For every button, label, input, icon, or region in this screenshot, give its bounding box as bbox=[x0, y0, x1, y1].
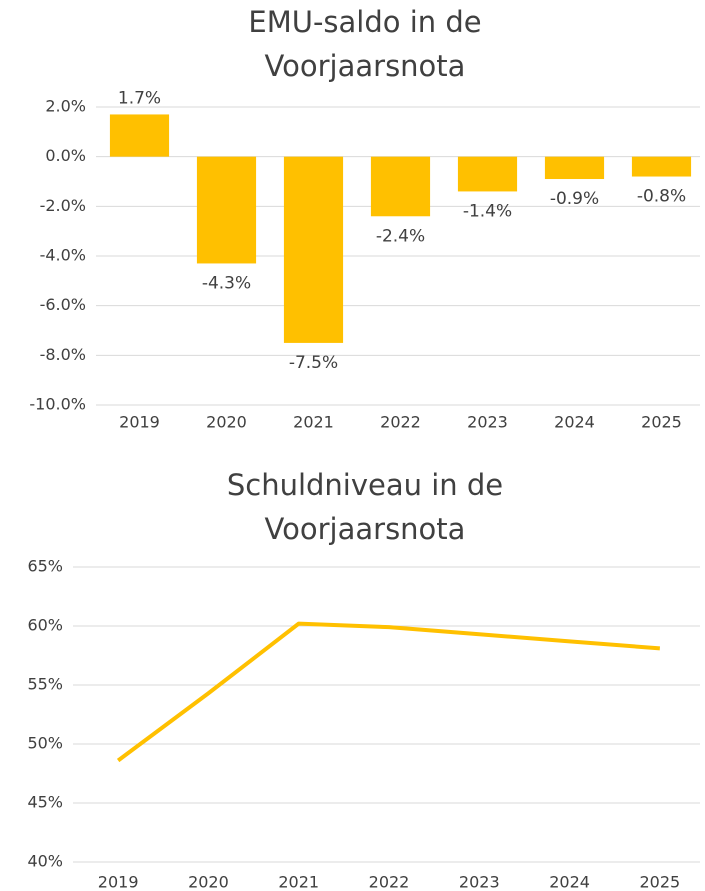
y-tick-label: 45% bbox=[27, 793, 63, 812]
bar bbox=[196, 156, 257, 264]
x-tick-label: 2021 bbox=[278, 873, 319, 891]
data-label: 1.7% bbox=[118, 88, 161, 108]
bar bbox=[544, 156, 605, 180]
x-tick-label: 2023 bbox=[467, 413, 508, 432]
x-tick-label: 2024 bbox=[554, 413, 595, 432]
x-tick-label: 2019 bbox=[119, 413, 160, 432]
x-tick-label: 2024 bbox=[549, 873, 590, 891]
bar bbox=[457, 156, 518, 192]
data-label: -7.5% bbox=[289, 353, 338, 373]
x-tick-label: 2025 bbox=[639, 873, 680, 891]
bar bbox=[109, 114, 170, 157]
y-tick-label: 0.0% bbox=[45, 146, 86, 165]
x-tick-label: 2022 bbox=[380, 413, 421, 432]
y-tick-label: 2.0% bbox=[45, 97, 86, 116]
y-tick-label: -8.0% bbox=[40, 345, 86, 364]
data-label: -1.4% bbox=[463, 201, 512, 221]
x-tick-label: 2023 bbox=[459, 873, 500, 891]
y-tick-label: 65% bbox=[27, 557, 63, 576]
y-tick-label: 55% bbox=[27, 675, 63, 694]
y-tick-label: 60% bbox=[27, 616, 63, 635]
data-label: -0.9% bbox=[550, 189, 599, 209]
x-tick-label: 2021 bbox=[293, 413, 334, 432]
y-tick-label: 40% bbox=[27, 852, 63, 871]
line bbox=[116, 621, 661, 763]
x-tick-label: 2020 bbox=[188, 873, 229, 891]
data-label: -2.4% bbox=[376, 226, 425, 246]
x-tick-label: 2025 bbox=[641, 413, 682, 432]
x-tick-label: 2019 bbox=[98, 873, 139, 891]
data-label: -4.3% bbox=[202, 273, 251, 293]
y-tick-label: 50% bbox=[27, 734, 63, 753]
bar bbox=[370, 156, 431, 217]
y-tick-label: -10.0% bbox=[29, 395, 86, 414]
chart-title: EMU-saldo in de Voorjaarsnota bbox=[248, 5, 482, 83]
x-tick-label: 2020 bbox=[206, 413, 247, 432]
bar bbox=[631, 156, 692, 177]
bar bbox=[283, 156, 344, 343]
x-tick-label: 2022 bbox=[369, 873, 410, 891]
y-tick-label: -4.0% bbox=[40, 246, 86, 265]
y-tick-label: -2.0% bbox=[40, 196, 86, 215]
chart-title: Schuldniveau in de Voorjaarsnota bbox=[226, 468, 504, 546]
data-label: -0.8% bbox=[637, 187, 686, 207]
y-tick-label: -6.0% bbox=[40, 295, 86, 314]
